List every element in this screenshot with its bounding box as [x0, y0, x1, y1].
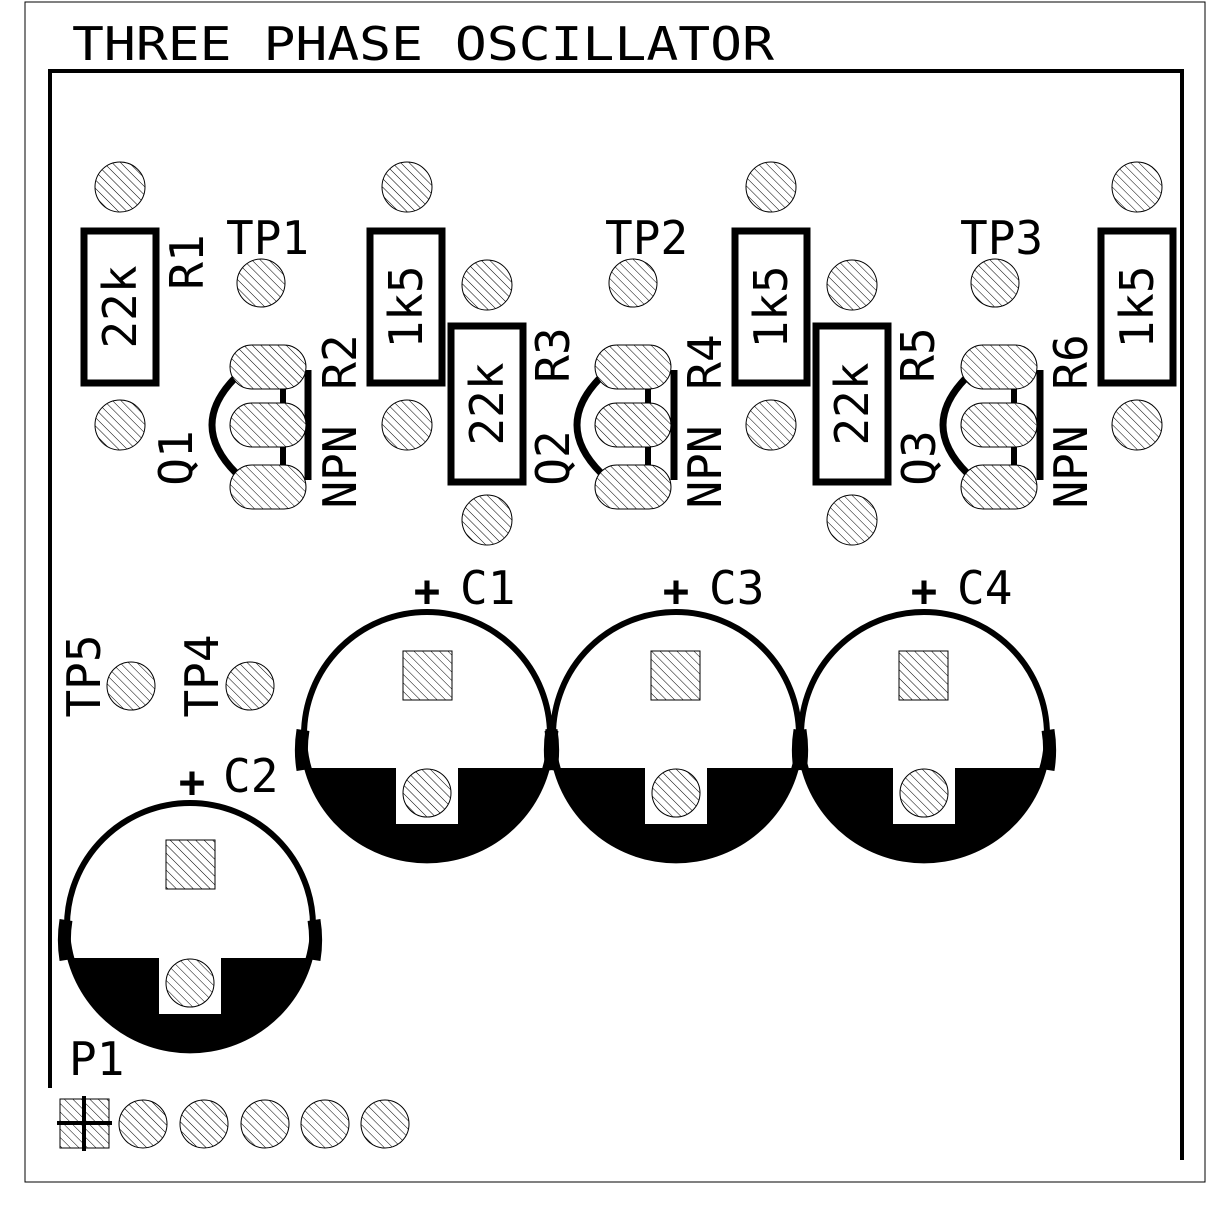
pad	[461, 259, 513, 311]
pad	[898, 650, 949, 701]
pad	[118, 1099, 168, 1149]
capacitor-polarity: +	[663, 566, 690, 617]
pad	[960, 402, 1038, 448]
test-point-label: TP1	[226, 211, 309, 265]
pad	[179, 1099, 229, 1149]
capacitor-c1: + C1	[294, 561, 560, 864]
pad	[300, 1099, 350, 1149]
resistor-ref: R5	[891, 327, 945, 382]
connector-p1: P1	[57, 1032, 410, 1151]
transistor-type: NPN	[678, 425, 732, 508]
board-title: THREE PHASE OSCILLATOR	[72, 17, 774, 71]
resistor-r5: 22k R5	[812, 259, 945, 546]
resistor-r1: 22k R1	[80, 161, 214, 451]
pad	[745, 399, 797, 451]
pad	[94, 399, 146, 451]
resistor-r3: 22k R3	[447, 259, 580, 546]
transistor-q1: Q1 NPN	[149, 344, 367, 510]
resistor-value: 22k	[460, 362, 514, 445]
capacitor-ref: C2	[223, 749, 278, 803]
resistor-r2: 1k5 R2	[313, 161, 446, 451]
pad	[106, 661, 156, 711]
capacitor-ref: C1	[460, 561, 515, 615]
transistor-q2: Q2 NPN	[526, 344, 732, 510]
resistor-r4: 1k5 R4	[678, 161, 811, 451]
test-point-label: TP2	[605, 211, 688, 265]
transistor-ref: Q2	[526, 430, 580, 485]
pad	[594, 464, 672, 510]
capacitor-c4: + C4	[791, 561, 1057, 864]
test-point-tp4: TP4	[175, 634, 275, 718]
pad	[594, 344, 672, 390]
pad	[360, 1099, 410, 1149]
test-point-tp2: TP2	[605, 211, 688, 308]
pad	[899, 768, 949, 818]
pad	[229, 464, 307, 510]
test-point-label: TP5	[57, 634, 111, 717]
pad	[826, 259, 878, 311]
capacitor-c2: + C2	[57, 749, 323, 1054]
capacitor-ref: C4	[957, 561, 1012, 615]
board-outline	[24, 1, 1206, 1183]
test-point-tp5: TP5	[57, 634, 156, 718]
pad	[970, 258, 1020, 308]
pad	[745, 161, 797, 213]
resistor-r6: 1k5 R6	[1044, 161, 1177, 451]
pad	[960, 344, 1038, 390]
capacitor-polarity: +	[911, 566, 938, 617]
resistor-ref: R3	[526, 327, 580, 382]
pad	[381, 161, 433, 213]
transistor-ref: Q1	[149, 430, 203, 485]
resistor-ref: R6	[1044, 334, 1098, 389]
pad	[826, 494, 878, 546]
pad	[608, 258, 658, 308]
pad	[165, 958, 215, 1008]
pad	[240, 1099, 290, 1149]
pad	[165, 839, 216, 890]
resistor-ref: R4	[678, 334, 732, 389]
resistor-value: 22k	[93, 265, 147, 348]
connector-ref: P1	[69, 1032, 124, 1086]
pad	[236, 258, 286, 308]
pad	[225, 661, 275, 711]
pad	[229, 344, 307, 390]
pad	[1111, 161, 1163, 213]
resistor-ref: R1	[160, 234, 214, 289]
pad	[402, 650, 453, 701]
test-point-label: TP4	[175, 634, 229, 717]
pad	[94, 161, 146, 213]
pad	[651, 768, 701, 818]
transistor-ref: Q3	[892, 430, 946, 485]
pad	[381, 399, 433, 451]
capacitor-ref: C3	[709, 561, 764, 615]
resistor-value: 22k	[825, 362, 879, 445]
pad	[461, 494, 513, 546]
resistor-value: 1k5	[379, 265, 433, 348]
capacitor-polarity: +	[179, 757, 206, 808]
pad	[594, 402, 672, 448]
resistor-value: 1k5	[1110, 265, 1164, 348]
board-edge	[48, 69, 1184, 1160]
resistor-value: 1k5	[744, 265, 798, 348]
test-point-label: TP3	[960, 211, 1043, 265]
pad	[650, 650, 701, 701]
test-point-tp3: TP3	[960, 211, 1043, 308]
transistor-type: NPN	[313, 425, 367, 508]
resistor-ref: R2	[313, 334, 367, 389]
capacitor-polarity: +	[414, 566, 441, 617]
test-point-tp1: TP1	[226, 211, 309, 308]
pad	[1111, 399, 1163, 451]
transistor-type: NPN	[1044, 425, 1098, 508]
pad	[229, 402, 307, 448]
transistor-q3: Q3 NPN	[892, 344, 1098, 510]
pad	[960, 464, 1038, 510]
pad	[402, 768, 452, 818]
capacitor-c3: + C3	[543, 561, 809, 864]
